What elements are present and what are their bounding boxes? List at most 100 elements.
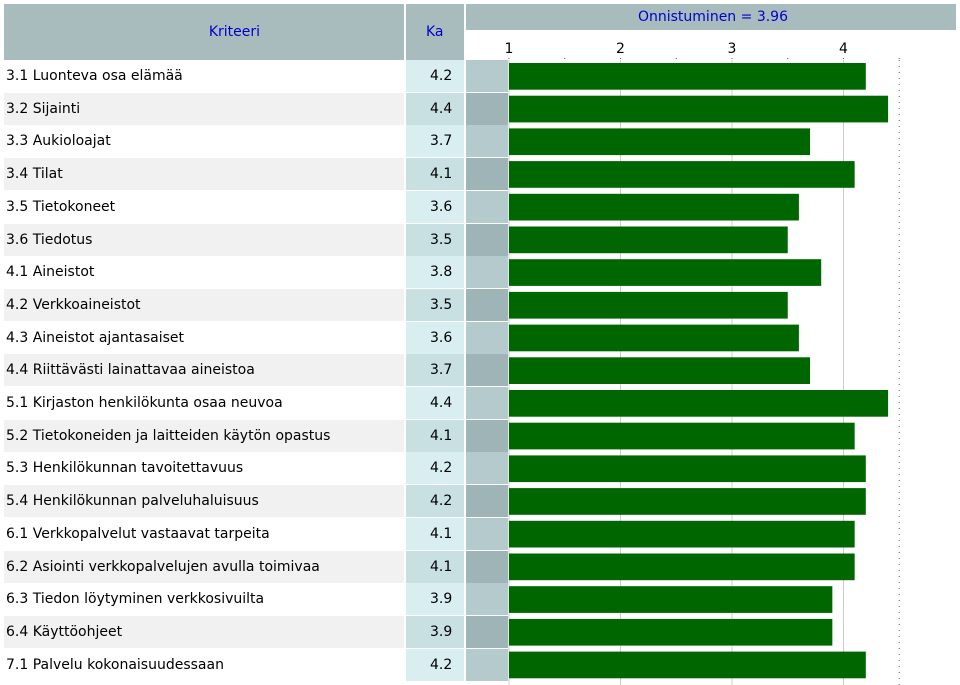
bar (509, 259, 822, 286)
row-strip (466, 60, 508, 92)
bar (509, 455, 866, 483)
bar (509, 553, 855, 581)
row-strip (466, 550, 508, 583)
criteria-column-header: Kriteeri (4, 4, 404, 60)
table-row: 6.4 Käyttöohjeet 3.9 (4, 615, 508, 648)
row-strip (466, 485, 508, 518)
bar (509, 324, 799, 352)
row-strip (466, 452, 508, 485)
average-value: 3.5 (406, 288, 464, 321)
average-value: 3.5 (406, 223, 464, 256)
table-row: 7.1 Palvelu kokonaisuudessaan 4.2 (4, 648, 508, 681)
row-strip (466, 125, 508, 158)
bar (509, 128, 811, 156)
axis-dot (731, 58, 733, 59)
average-header-label: Ka (426, 24, 444, 40)
average-value: 4.2 (406, 485, 464, 518)
bar (509, 95, 889, 123)
bar (509, 651, 866, 679)
criterion-label: 7.1 Palvelu kokonaisuudessaan (6, 656, 224, 673)
table-row: 4.1 Aineistot 3.8 (4, 256, 508, 289)
criterion-label: 6.2 Asiointi verkkopalvelujen avulla toi… (4, 550, 404, 583)
x-tick-label: 4 (839, 41, 848, 57)
x-tick-label: 3 (728, 41, 737, 57)
axis-dot (620, 58, 621, 59)
row-strip (466, 648, 508, 681)
average-value: 4.2 (406, 60, 464, 92)
average-value: 3.7 (406, 125, 464, 158)
row-strip (466, 517, 508, 550)
criterion-label: 6.1 Verkkopalvelut vastaavat tarpeita (6, 525, 270, 542)
criterion-label: 3.1 Luonteva osa elämää (6, 68, 183, 84)
row-strip (466, 256, 508, 289)
average-value: 3.6 (406, 190, 464, 223)
x-tick-label: 2 (616, 41, 625, 57)
criterion-label: 3.6 Tiedotus (4, 223, 404, 256)
average-value: 3.7 (406, 354, 464, 387)
bar (509, 193, 799, 221)
average-value: 4.2 (406, 648, 464, 681)
bar (509, 586, 833, 613)
table-row: 3.4 Tilat 4.1 (4, 158, 508, 191)
bar (509, 357, 811, 384)
average-value: 3.6 (406, 321, 464, 354)
criterion-label: 3.2 Sijainti (4, 92, 404, 125)
table-row: 3.5 Tietokoneet 3.6 (4, 190, 508, 223)
table-row: 6.2 Asiointi verkkopalvelujen avulla toi… (4, 550, 508, 583)
average-value: 3.8 (406, 256, 464, 289)
average-value: 4.2 (406, 452, 464, 485)
criterion-label: 4.3 Aineistot ajantasaiset (6, 329, 184, 346)
table-row: 3.3 Aukioloajat 3.7 (4, 125, 508, 158)
table-row: 4.4 Riittävästi lainattavaa aineistoa 3.7 (4, 354, 508, 387)
criterion-label: 3.3 Aukioloajat (6, 133, 111, 150)
criterion-label: 3.4 Tilat (4, 158, 404, 191)
bar (509, 488, 866, 515)
average-value: 4.4 (406, 387, 464, 419)
table-row: 4.2 Verkkoaineistot 3.5 (4, 288, 508, 321)
x-tick-label: 1 (505, 41, 514, 57)
row-strip (466, 583, 508, 616)
criterion-label: 6.3 Tiedon löytyminen verkkosivuilta (6, 591, 265, 608)
axis-dot (843, 58, 844, 59)
bar (509, 63, 866, 90)
axis-dot (508, 58, 510, 59)
row-strip (466, 223, 508, 256)
criterion-label: 6.4 Käyttöohjeet (4, 615, 404, 648)
average-value: 4.1 (406, 158, 464, 191)
axis-dot (898, 58, 900, 59)
row-strip (466, 321, 508, 354)
table-row: 5.4 Henkilökunnan palveluhaluisuus 4.2 (4, 485, 508, 518)
criterion-label: 3.5 Tietokoneet (6, 198, 116, 215)
table-row: 3.6 Tiedotus 3.5 (4, 223, 508, 256)
bar (509, 520, 855, 548)
row-strip (466, 419, 508, 452)
chart-title: Onnistuminen = 3.96 (637, 9, 788, 25)
row-strip (466, 92, 508, 125)
table-row: 3.2 Sijainti 4.4 (4, 92, 508, 125)
table-row: 5.2 Tietokoneiden ja laitteiden käytön o… (4, 419, 508, 452)
row-strip (466, 190, 508, 223)
average-value: 4.1 (406, 517, 464, 550)
criterion-label: 4.1 Aineistot (6, 264, 95, 281)
axis-dot (675, 58, 677, 59)
bar (509, 390, 889, 417)
row-strip (466, 158, 508, 191)
average-value: 4.1 (406, 550, 464, 583)
criterion-label: 5.4 Henkilökunnan palveluhaluisuus (4, 485, 404, 518)
row-strip (466, 615, 508, 648)
table-row: 4.3 Aineistot ajantasaiset 3.6 (4, 321, 508, 354)
row-strip (466, 354, 508, 387)
criterion-label: 5.1 Kirjaston henkilökunta osaa neuvoa (6, 395, 283, 411)
criterion-label: 5.3 Henkilökunnan tavoitettavuus (6, 460, 244, 477)
chart-header: Onnistuminen = 3.96 (466, 4, 956, 30)
criterion-label: 4.2 Verkkoaineistot (4, 288, 404, 321)
table-row: 5.3 Henkilökunnan tavoitettavuus 4.2 (4, 452, 508, 485)
criterion-label: 5.2 Tietokoneiden ja laitteiden käytön o… (4, 419, 404, 452)
average-value: 3.9 (406, 583, 464, 616)
table-row: 3.1 Luonteva osa elämää 4.2 (4, 60, 508, 92)
bar (509, 161, 855, 188)
axis-dot (787, 58, 789, 59)
criterion-label: 4.4 Riittävästi lainattavaa aineistoa (4, 354, 404, 387)
table-row: 6.1 Verkkopalvelut vastaavat tarpeita 4.1 (4, 517, 508, 550)
bar (509, 226, 788, 254)
